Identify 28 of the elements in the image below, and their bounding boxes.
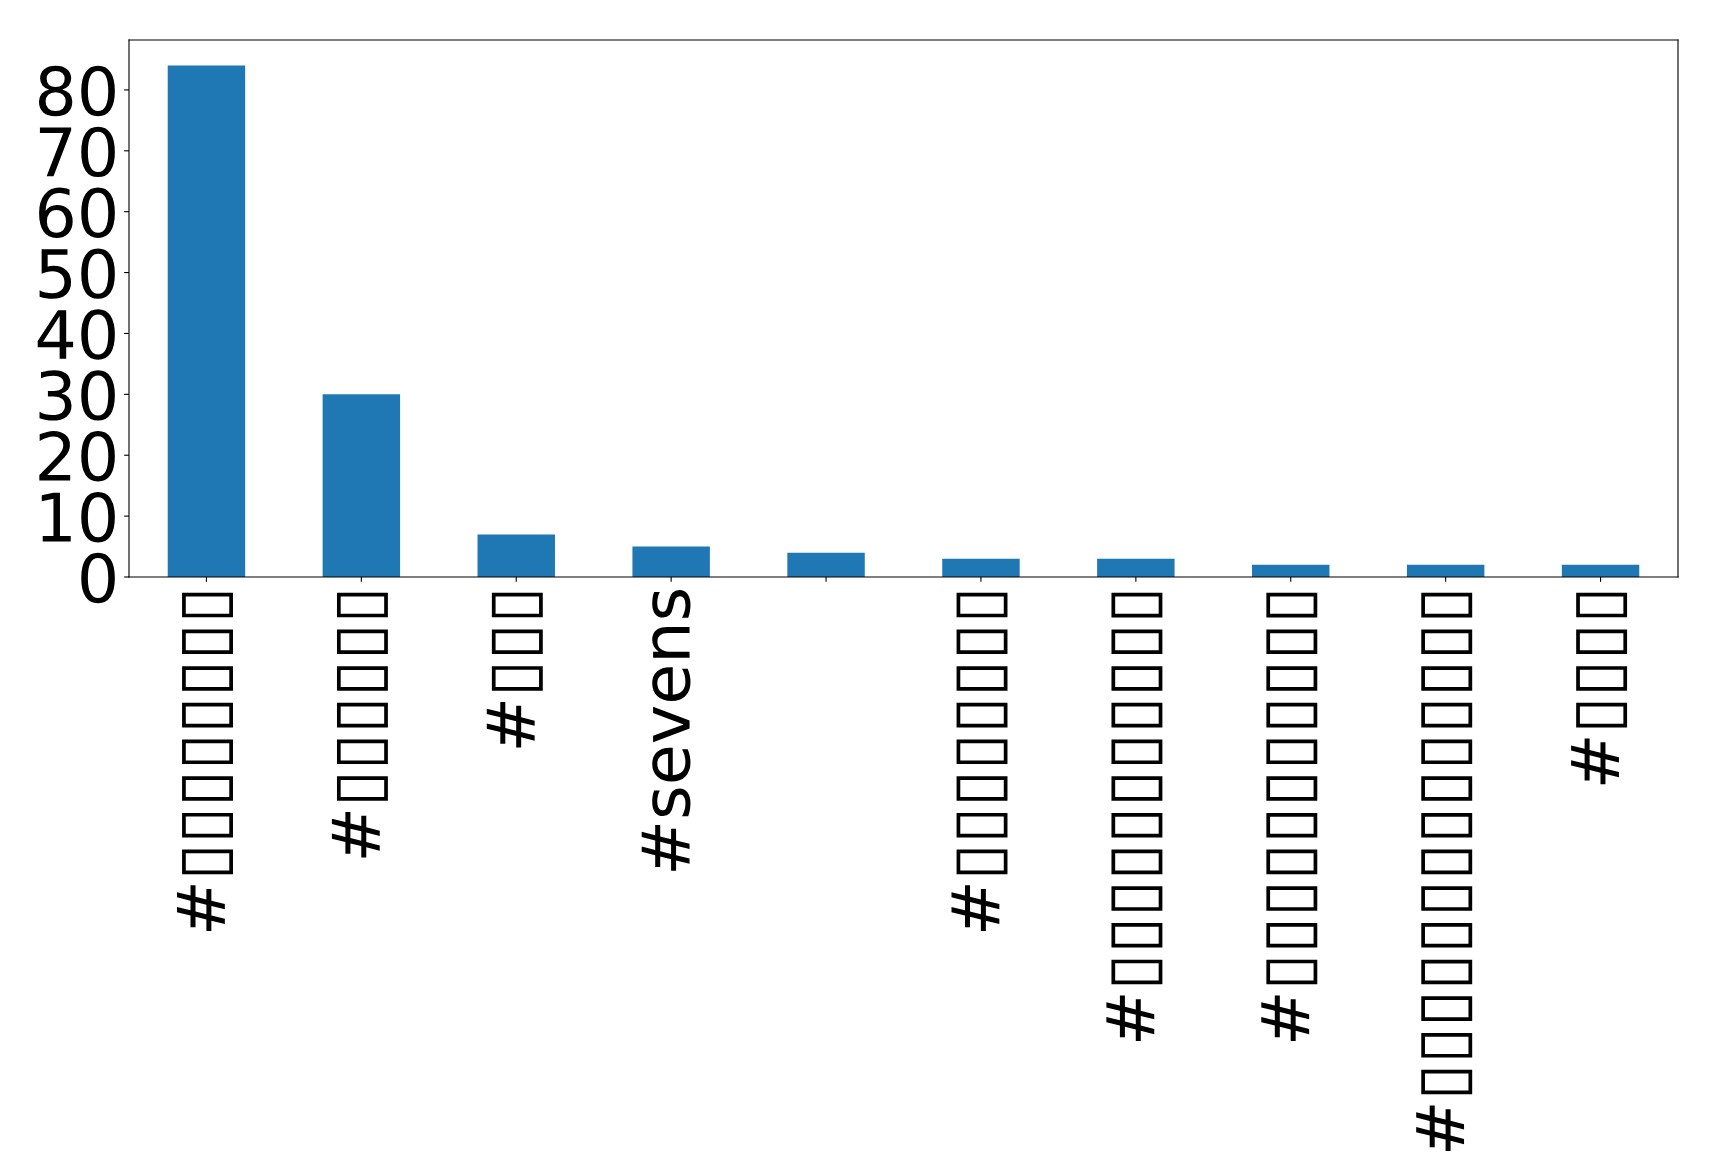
x-tick-label: #▯▯▯ [486,592,543,748]
y-tick-label: 40 [37,309,115,360]
bar [167,65,246,577]
bar [1252,564,1330,577]
bar [1406,564,1485,577]
y-tick-label: 20 [39,431,115,482]
bar [477,534,555,577]
y-tick-label: 80 [38,65,115,117]
y-tick-label: 50 [39,248,115,299]
y-tick-label: 10 [41,491,115,543]
bar [942,558,1020,577]
y-tick-label: 30 [39,370,115,421]
x-tick-label: #▯▯▯▯▯▯▯▯▯▯▯ [1261,592,1318,1041]
x-tick-label: #▯▯▯▯▯▯ [331,592,388,858]
x-tick-label: #▯▯▯▯▯▯▯▯ [951,592,1008,931]
bar [1561,564,1640,577]
y-tick-label: 70 [39,126,115,178]
x-tick-label: #sevens [641,589,691,871]
y-tick-label: 60 [39,187,115,238]
bar [322,394,401,577]
bar [1097,558,1175,577]
x-tick-label: #▯▯▯▯▯▯▯▯▯▯▯ [1106,592,1163,1041]
bar [787,552,865,577]
y-tick-label: 0 [81,552,115,604]
x-tick-label: #▯▯▯▯▯▯▯▯ [176,592,233,931]
x-tick-label: #▯▯▯▯ [1571,592,1628,785]
x-tick-label: #▯▯▯▯▯▯▯▯▯▯▯▯▯▯ [1416,592,1473,1152]
bar [632,546,710,577]
